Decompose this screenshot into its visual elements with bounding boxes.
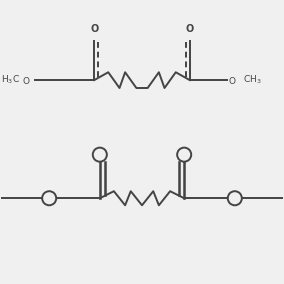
Text: O: O [90,24,98,34]
Text: $\mathsf{CH_3}$: $\mathsf{CH_3}$ [243,74,262,86]
Text: O: O [186,24,194,34]
Text: $\mathsf{H_3C}$: $\mathsf{H_3C}$ [1,74,20,86]
Text: $\mathsf{O}$: $\mathsf{O}$ [228,75,236,86]
Text: $\mathsf{O}$: $\mathsf{O}$ [22,75,31,86]
